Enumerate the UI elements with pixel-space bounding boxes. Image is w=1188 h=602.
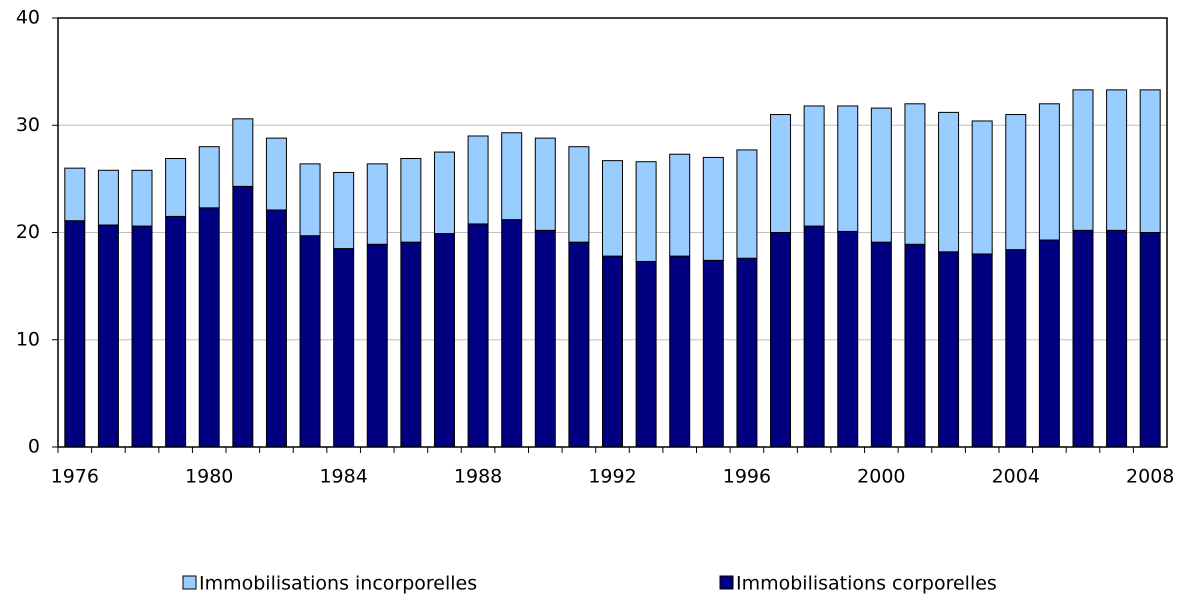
bar-segment (131, 225, 153, 448)
bar-segment (938, 251, 960, 448)
x-tick-label: 1988 (454, 466, 502, 488)
bar-segment (736, 149, 758, 259)
bar-segment (433, 151, 455, 235)
bar-segment (501, 132, 523, 221)
bar-segment (165, 215, 187, 448)
bar-segment (299, 163, 321, 237)
x-tick-label: 1980 (185, 466, 233, 488)
bar-segment (131, 169, 153, 227)
bar-segment (635, 260, 657, 448)
bar-segment (770, 232, 792, 448)
bar-segment (400, 157, 422, 243)
bar-segment (1038, 103, 1060, 241)
legend-label: Immobilisations corporelles (736, 573, 997, 595)
y-tick-label: 0 (28, 436, 40, 458)
x-tick-label: 1992 (588, 466, 636, 488)
bar-segment (265, 137, 287, 211)
bar-segment (702, 259, 724, 448)
bar-segment (602, 255, 623, 448)
bar-segment (534, 229, 556, 448)
x-tick-label: 1984 (319, 466, 367, 488)
bar-segment (64, 167, 86, 222)
x-tick-label: 1976 (51, 466, 99, 488)
bar-segment (467, 223, 489, 448)
bar-segment (669, 255, 691, 448)
bar-segment (971, 253, 993, 448)
bar-segment (736, 257, 758, 448)
bar-segment (904, 243, 926, 448)
bar-segment (534, 137, 556, 231)
bar-segment (568, 146, 590, 243)
bar-segment (635, 161, 657, 262)
x-tick-label: 2008 (1126, 466, 1174, 488)
legend-swatch (182, 575, 197, 590)
bar-segment (366, 243, 388, 448)
bar-segment (870, 241, 892, 448)
bar-segment (165, 157, 187, 217)
x-tick-label: 1996 (723, 466, 771, 488)
bar-segment (501, 219, 523, 448)
bar-segment (97, 169, 119, 226)
y-tick-label: 20 (16, 221, 40, 243)
x-tick-label: 2000 (857, 466, 905, 488)
bar-segment (1139, 232, 1161, 448)
bar-segment (837, 230, 859, 448)
bar-segment (232, 118, 254, 187)
bar-segment (770, 114, 792, 233)
bar-segment (1139, 89, 1161, 233)
bar-segment (1005, 114, 1027, 251)
bar-segment (265, 209, 287, 448)
bar-segment (803, 105, 825, 227)
bar-segment (198, 207, 220, 448)
y-tick-label: 10 (16, 328, 40, 350)
bar-segment (1072, 229, 1094, 448)
bar-segment (702, 156, 724, 261)
bar-segment (837, 105, 859, 232)
bar-segment (602, 160, 623, 257)
bar-segment (971, 120, 993, 255)
x-tick-label: 2004 (992, 466, 1040, 488)
bar-segment (1106, 89, 1128, 231)
bar-segment (568, 241, 590, 448)
bar-segment (366, 163, 388, 245)
bar-segment (669, 153, 691, 257)
bar-segment (803, 225, 825, 448)
y-tick-label: 30 (16, 114, 40, 136)
bar-segment (870, 107, 892, 243)
legend-label: Immobilisations incorporelles (199, 573, 477, 595)
bar-segment (467, 135, 489, 225)
bar-segment (1106, 229, 1128, 448)
y-tick-label: 40 (16, 7, 40, 29)
bar-segment (333, 248, 355, 448)
bar-segment (904, 103, 926, 245)
bar-segment (1038, 239, 1060, 448)
bar-segment (433, 233, 455, 448)
bar-segment (299, 235, 321, 448)
bar-segment (198, 146, 220, 209)
bar-segment (232, 185, 254, 448)
bar-segment (1005, 249, 1027, 448)
bar-segment (938, 111, 960, 253)
plot-frame (57, 17, 1168, 448)
bar-segment (1072, 89, 1094, 231)
bar-segment (400, 241, 422, 448)
bar-segment (333, 171, 355, 250)
bar-segment (64, 220, 86, 448)
legend-swatch (719, 575, 734, 590)
bar-segment (97, 224, 119, 448)
